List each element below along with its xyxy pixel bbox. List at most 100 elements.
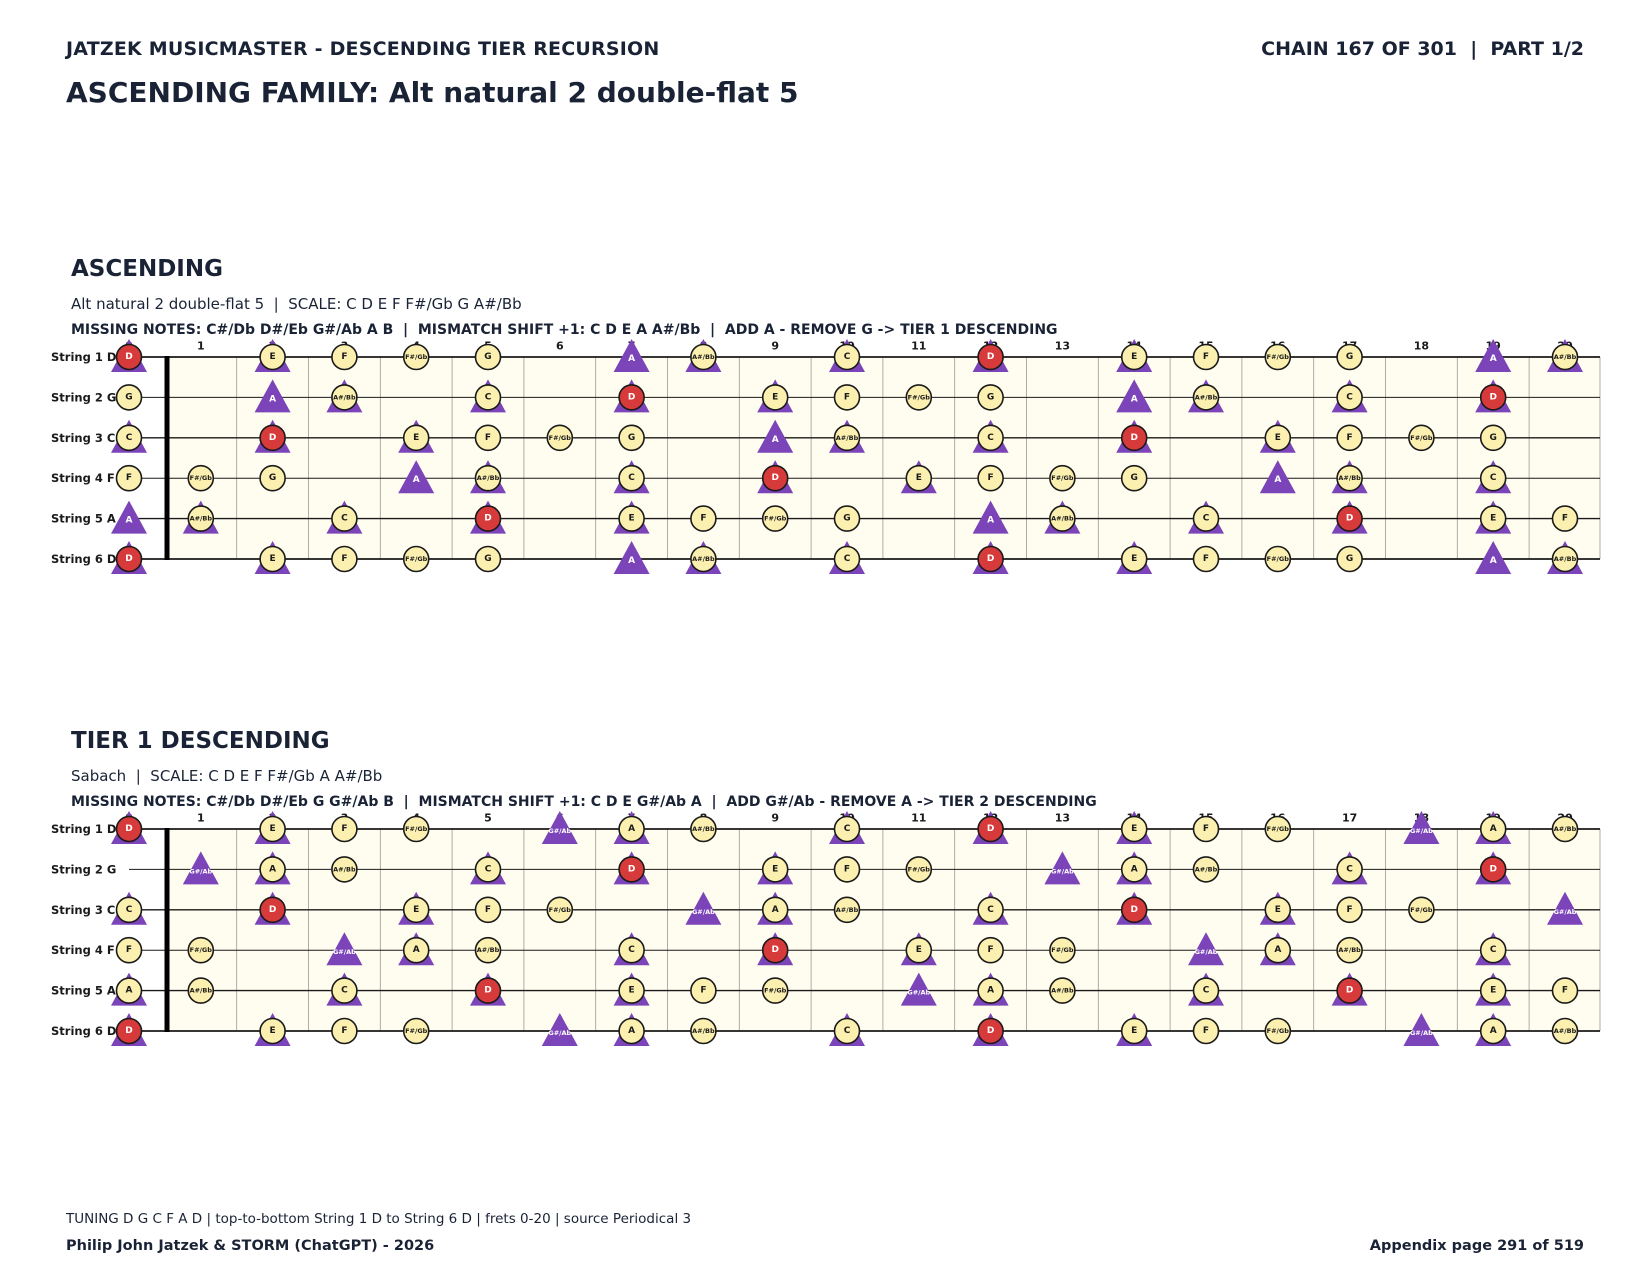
scale-note-marker <box>1551 505 1579 532</box>
note-label: D <box>628 864 635 874</box>
fret-number: 9 <box>771 812 779 825</box>
scale-note-marker <box>1336 936 1363 964</box>
scale-note-marker <box>1264 896 1292 924</box>
note-label: E <box>413 905 419 915</box>
scale-note-marker <box>1408 896 1435 924</box>
shift-triangle-marker <box>1547 891 1583 925</box>
scale-note-marker <box>690 343 717 371</box>
root-note-marker <box>761 464 789 492</box>
scale-note-marker <box>1192 856 1220 883</box>
scale-note-marker <box>187 505 215 532</box>
scale-note-marker <box>1120 856 1148 883</box>
note-label: F#/Gb <box>1410 434 1433 442</box>
note-label: A#/Bb <box>692 825 715 833</box>
shift-triangle-marker <box>1188 932 1224 966</box>
shift-triangle-marker <box>613 541 650 574</box>
note-label: F <box>844 864 850 874</box>
note-label: C <box>987 433 994 443</box>
note-label: E <box>1490 514 1496 524</box>
root-note-marker <box>474 977 502 1004</box>
added-note-label: A <box>1490 556 1497 566</box>
shift-triangle-marker <box>1044 851 1081 885</box>
note-label: E <box>629 514 635 524</box>
scale-note-marker <box>402 424 430 452</box>
note-label: E <box>629 986 635 996</box>
fret-number: 1 <box>197 812 205 825</box>
note-label: F#/Gb <box>405 555 428 563</box>
note-label: A#/Bb <box>692 1027 715 1035</box>
scale-note-marker <box>833 384 861 411</box>
scale-note-marker <box>259 464 286 492</box>
scale-note-marker <box>402 545 430 573</box>
scale-note-marker <box>1479 424 1507 452</box>
scale-note-marker <box>690 505 717 532</box>
scale-note-marker <box>402 896 430 924</box>
note-label: F <box>1562 514 1568 524</box>
note-label: G <box>269 473 276 483</box>
section-1-missing-notes: MISSING NOTES: C#/Db D#/Eb G#/Ab A B | M… <box>71 322 1058 338</box>
note-label: G <box>628 433 635 443</box>
scale-note-marker <box>402 343 430 371</box>
section-1-title: ASCENDING <box>71 256 223 282</box>
shift-triangle-marker <box>757 419 794 453</box>
note-label: D <box>125 352 132 362</box>
fret-number: 1 <box>197 340 205 353</box>
scale-note-marker <box>115 424 143 452</box>
scale-note-marker <box>1479 1017 1507 1045</box>
note-label: A <box>1490 1026 1497 1036</box>
scale-note-marker <box>259 1017 286 1045</box>
scale-note-marker <box>115 896 143 924</box>
root-note-marker <box>761 936 789 964</box>
scale-note-marker <box>187 464 215 492</box>
scale-note-marker <box>331 815 358 843</box>
note-label: D <box>987 1026 994 1036</box>
scale-note-marker <box>546 896 574 924</box>
note-label: A <box>269 864 276 874</box>
shift-triangle-marker <box>182 851 219 885</box>
scale-note-marker <box>618 977 645 1004</box>
note-label: F <box>485 433 491 443</box>
string-label: String 1 D <box>51 822 116 836</box>
note-label: A#/Bb <box>836 434 859 442</box>
scale-note-marker <box>1336 545 1363 573</box>
shift-triangle-marker <box>541 1013 578 1046</box>
note-label: F#/Gb <box>764 987 787 995</box>
note-label: D <box>125 554 132 564</box>
note-label: F <box>485 905 491 915</box>
scale-note-marker <box>115 977 143 1004</box>
scale-note-marker <box>1336 856 1363 883</box>
note-label: E <box>270 352 276 362</box>
note-label: G <box>1490 433 1497 443</box>
scale-note-marker <box>833 896 861 924</box>
scale-note-marker <box>1479 505 1507 532</box>
scale-note-marker <box>187 977 215 1004</box>
note-label: F <box>126 945 132 955</box>
note-label: C <box>341 514 348 524</box>
fretboard-ascending: String 1 D String 2 G String 3 C String 4 F… <box>51 339 1601 574</box>
root-note-marker <box>618 384 645 411</box>
root-note-marker <box>259 896 286 924</box>
added-note-label: A <box>126 516 133 526</box>
note-label: A#/Bb <box>1338 474 1361 482</box>
nut <box>164 828 170 1032</box>
scale-note-marker <box>1120 1017 1148 1045</box>
note-label: F <box>1203 1026 1209 1036</box>
scale-note-marker <box>833 815 861 843</box>
fret-number: 18 <box>1414 340 1429 353</box>
added-note-label: A <box>1490 354 1497 364</box>
note-label: A#/Bb <box>477 474 500 482</box>
scale-note-marker <box>331 856 358 883</box>
note-label: A#/Bb <box>477 946 500 954</box>
scale-note-marker <box>1336 343 1363 371</box>
note-label: F#/Gb <box>190 946 213 954</box>
note-label: A#/Bb <box>1338 946 1361 954</box>
scale-note-marker <box>1264 424 1292 452</box>
note-label: E <box>1275 905 1281 915</box>
string-label: String 4 F <box>51 471 115 485</box>
note-label: A#/Bb <box>333 393 356 401</box>
note-label: F <box>1203 824 1209 834</box>
note-label: D <box>269 433 276 443</box>
scale-note-marker <box>402 1017 430 1045</box>
added-note-label: G#/Ab <box>189 867 212 875</box>
note-label: E <box>270 824 276 834</box>
